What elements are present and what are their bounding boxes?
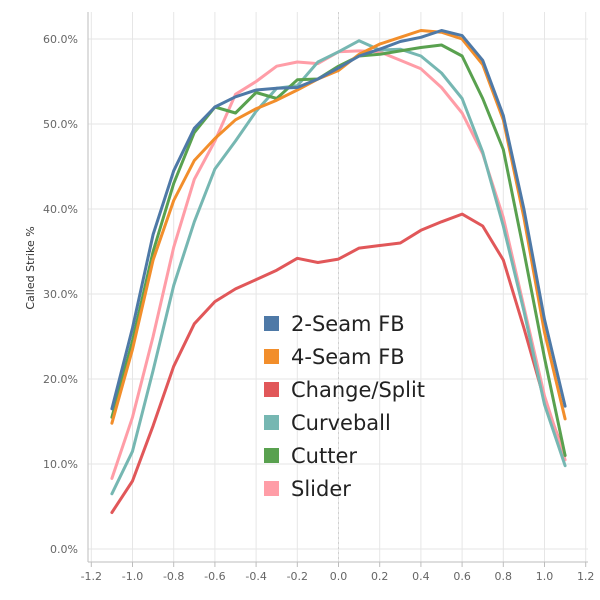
x-tick-label: 0.0 xyxy=(330,570,348,583)
x-tick-label: 0.6 xyxy=(453,570,471,583)
series-lines xyxy=(110,29,567,514)
y-tick-label: 60.0% xyxy=(43,33,78,46)
legend-label: Change/Split xyxy=(291,378,425,402)
series-line-2-seam-fb xyxy=(110,29,567,411)
y-tick-label: 30.0% xyxy=(43,288,78,301)
x-tick-label: -0.8 xyxy=(163,570,184,583)
y-tick-label: 20.0% xyxy=(43,373,78,386)
x-tick-label: -0.2 xyxy=(287,570,308,583)
x-tick-label: -0.6 xyxy=(204,570,225,583)
y-tick-label: 50.0% xyxy=(43,118,78,131)
legend-swatch xyxy=(264,415,279,430)
x-tick-label: 1.2 xyxy=(577,570,595,583)
y-tick-label: 40.0% xyxy=(43,203,78,216)
legend-swatch xyxy=(264,382,279,397)
gridlines xyxy=(88,12,588,562)
x-tick-label: 0.4 xyxy=(412,570,430,583)
legend-label: Cutter xyxy=(291,444,357,468)
series-line-change-split xyxy=(110,212,567,514)
y-tick-label: 10.0% xyxy=(43,458,78,471)
legend-label: 2-Seam FB xyxy=(291,312,405,336)
legend-swatch xyxy=(264,448,279,463)
legend-label: 4-Seam FB xyxy=(291,345,405,369)
legend-label: Curveball xyxy=(291,411,391,435)
x-tick-label: 1.0 xyxy=(536,570,554,583)
legend-swatch xyxy=(264,349,279,364)
legend-label: Slider xyxy=(291,477,351,501)
legend: 2-Seam FB 4-Seam FB Change/Split Curveball C… xyxy=(264,312,425,501)
y-axis-title: Called Strike % xyxy=(24,226,37,309)
y-tick-label: 0.0% xyxy=(50,543,78,556)
x-tick-label: -1.0 xyxy=(122,570,143,583)
axes: -1.2 -1.0 -0.8 -0.6 -0.4 -0.2 0.0 0.2 0.4 0.6 0.8 1… xyxy=(43,12,594,583)
legend-swatch xyxy=(264,316,279,331)
x-tick-label: -0.4 xyxy=(245,570,266,583)
series-line-curveball xyxy=(110,39,567,496)
legend-swatch xyxy=(264,481,279,496)
x-tick-label: -1.2 xyxy=(81,570,102,583)
x-tick-label: 0.8 xyxy=(495,570,513,583)
x-tick-label: 0.2 xyxy=(371,570,389,583)
